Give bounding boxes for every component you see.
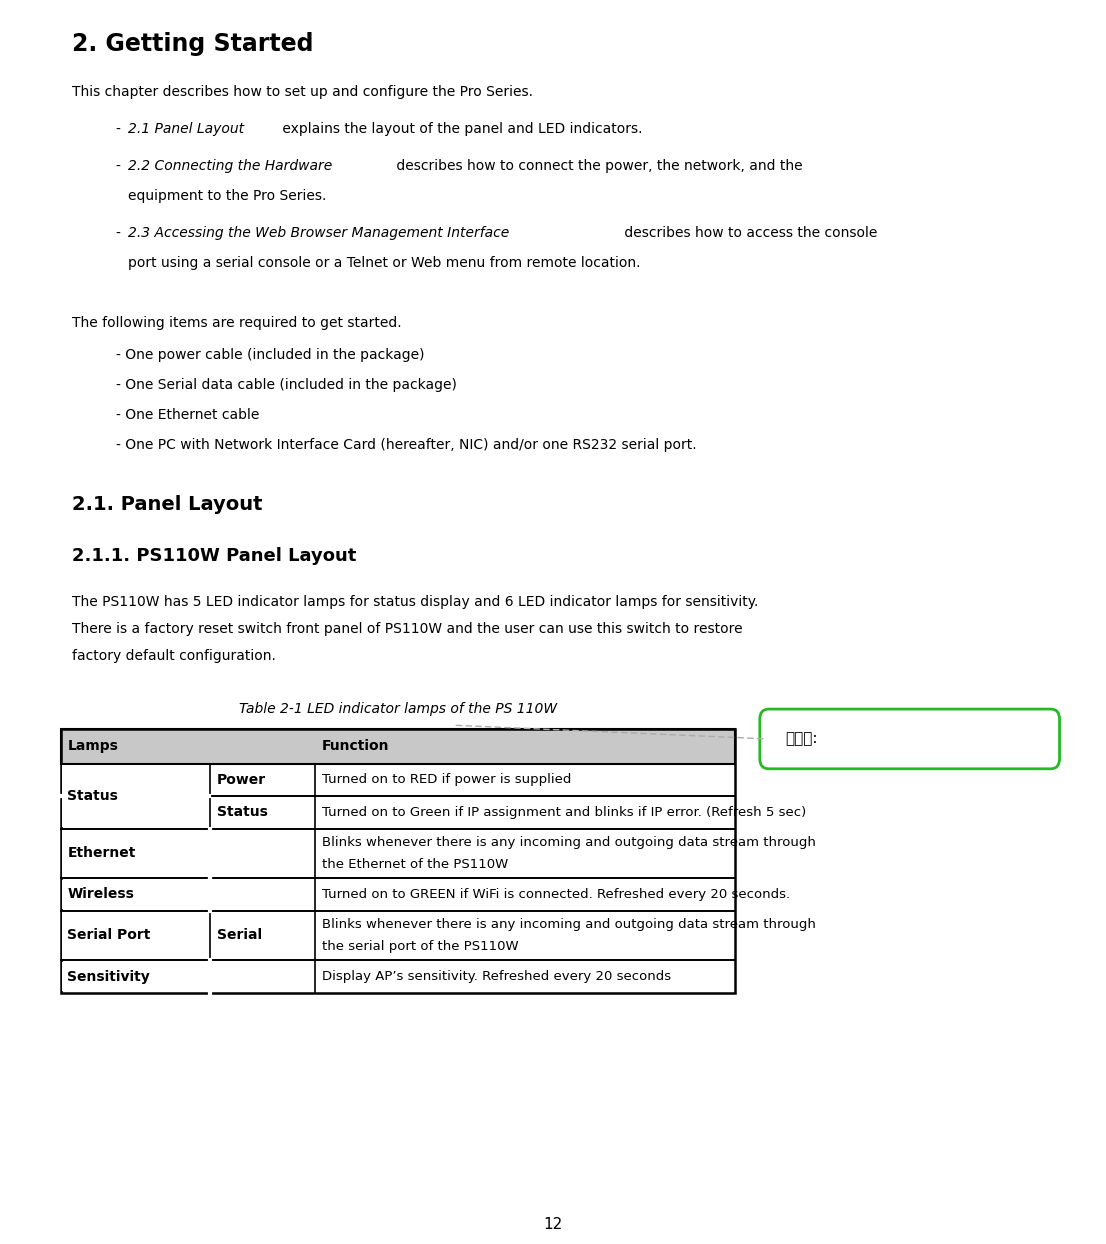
Text: Wireless: Wireless <box>67 887 134 902</box>
Text: Blinks whenever there is any incoming and outgoing data stream through: Blinks whenever there is any incoming an… <box>322 918 816 931</box>
Text: Serial: Serial <box>217 928 262 943</box>
Bar <box>62 962 209 991</box>
Text: -: - <box>116 159 125 173</box>
Text: 12: 12 <box>543 1217 563 1232</box>
Text: Turned on to RED if power is supplied: Turned on to RED if power is supplied <box>322 774 571 786</box>
Bar <box>61 729 735 764</box>
Text: -: - <box>116 226 125 240</box>
Text: Lamps: Lamps <box>67 739 118 754</box>
Text: - One power cable (included in the package): - One power cable (included in the packa… <box>116 348 425 362</box>
Text: - One Serial data cable (included in the package): - One Serial data cable (included in the… <box>116 378 457 392</box>
Bar <box>61 729 735 993</box>
Text: Status: Status <box>67 789 118 804</box>
Text: 2. Getting Started: 2. Getting Started <box>72 32 313 56</box>
Text: Turned on to Green if IP assignment and blinks if IP error. (Refresh 5 sec): Turned on to Green if IP assignment and … <box>322 806 806 819</box>
Text: 삭제됨:: 삭제됨: <box>785 731 817 746</box>
Text: 2.1. Panel Layout: 2.1. Panel Layout <box>72 495 262 514</box>
Text: - One Ethernet cable: - One Ethernet cable <box>116 408 260 422</box>
Text: - One PC with Network Interface Card (hereafter, NIC) and/or one RS232 serial po: - One PC with Network Interface Card (he… <box>116 438 697 452</box>
Text: Ethernet: Ethernet <box>67 846 136 861</box>
Bar <box>62 830 209 877</box>
Text: equipment to the Pro Series.: equipment to the Pro Series. <box>128 189 326 203</box>
Text: Serial Port: Serial Port <box>67 928 150 943</box>
Text: The following items are required to get started.: The following items are required to get … <box>72 316 401 330</box>
Text: 2.2 Connecting the Hardware: 2.2 Connecting the Hardware <box>128 159 332 173</box>
Text: -: - <box>116 122 125 136</box>
Bar <box>62 880 209 909</box>
Text: Status: Status <box>217 805 268 820</box>
Text: There is a factory reset switch front panel of PS110W and the user can use this : There is a factory reset switch front pa… <box>72 622 742 636</box>
Text: the serial port of the PS110W: the serial port of the PS110W <box>322 940 519 953</box>
Text: This chapter describes how to set up and configure the Pro Series.: This chapter describes how to set up and… <box>72 85 533 98</box>
Text: Function: Function <box>322 739 389 754</box>
Text: Table 2-1 LED indicator lamps of the PS 110W: Table 2-1 LED indicator lamps of the PS … <box>239 702 557 715</box>
Text: Display AP’s sensitivity. Refreshed every 20 seconds: Display AP’s sensitivity. Refreshed ever… <box>322 970 671 983</box>
Text: 2.3 Accessing the Web Browser Management Interface: 2.3 Accessing the Web Browser Management… <box>128 226 510 240</box>
Text: The PS110W has 5 LED indicator lamps for status display and 6 LED indicator lamp: The PS110W has 5 LED indicator lamps for… <box>72 595 759 608</box>
Text: 2.1.1. PS110W Panel Layout: 2.1.1. PS110W Panel Layout <box>72 547 356 565</box>
Text: explains the layout of the panel and LED indicators.: explains the layout of the panel and LED… <box>278 122 643 136</box>
Text: Turned on to GREEN if WiFi is connected. Refreshed every 20 seconds.: Turned on to GREEN if WiFi is connected.… <box>322 888 790 901</box>
Text: factory default configuration.: factory default configuration. <box>72 649 275 663</box>
Bar <box>62 912 209 959</box>
Text: Sensitivity: Sensitivity <box>67 969 150 984</box>
Bar <box>62 765 209 827</box>
Text: 2.1 Panel Layout: 2.1 Panel Layout <box>128 122 244 136</box>
Text: port using a serial console or a Telnet or Web menu from remote location.: port using a serial console or a Telnet … <box>128 256 640 270</box>
FancyBboxPatch shape <box>760 709 1060 769</box>
Text: describes how to access the console: describes how to access the console <box>620 226 877 240</box>
Text: Power: Power <box>217 773 265 787</box>
Text: the Ethernet of the PS110W: the Ethernet of the PS110W <box>322 858 508 871</box>
Text: describes how to connect the power, the network, and the: describes how to connect the power, the … <box>392 159 802 173</box>
Text: Blinks whenever there is any incoming and outgoing data stream through: Blinks whenever there is any incoming an… <box>322 836 816 848</box>
